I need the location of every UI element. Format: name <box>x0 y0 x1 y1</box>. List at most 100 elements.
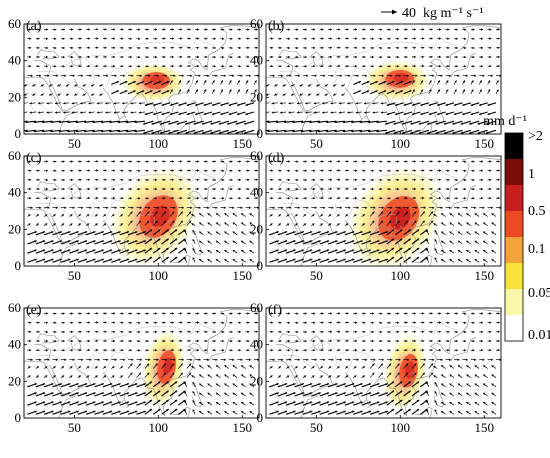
wind-vector-head <box>323 358 326 361</box>
wind-vector-head <box>101 258 104 261</box>
wind-vector-head <box>363 37 366 40</box>
wind-vector-head <box>118 258 121 261</box>
wind-vector-head <box>480 28 483 31</box>
wind-vector-head <box>247 46 250 50</box>
border-line <box>389 82 398 105</box>
wind-vector-head <box>388 160 391 163</box>
wind-vector-head <box>441 402 444 405</box>
wind-vector-head <box>343 249 346 252</box>
wind-vector-head <box>309 231 313 234</box>
wind-vector-head <box>78 366 81 369</box>
wind-vector-head <box>255 196 258 200</box>
wind-vector-head <box>301 249 304 252</box>
wind-vector-head <box>385 231 388 234</box>
wind-vector-head <box>482 358 485 361</box>
wind-vector-head <box>339 358 342 361</box>
wind-vector-head <box>337 375 340 378</box>
wind-vector-head <box>113 111 116 114</box>
wind-vector-head <box>471 80 474 83</box>
wind-vector-head <box>180 37 183 40</box>
wind-vector-head <box>423 74 426 77</box>
wind-vector-head <box>362 223 365 226</box>
wind-vector-head <box>246 80 249 83</box>
wind-vector-head <box>188 178 191 181</box>
wind-vector-head <box>155 55 158 59</box>
wind-vector-head <box>188 220 192 223</box>
border-line <box>269 100 292 125</box>
wind-vector-head <box>84 240 88 243</box>
wind-vector-head <box>207 222 210 225</box>
wind-vector-head <box>32 84 35 87</box>
wind-vector-head <box>474 358 477 361</box>
wind-vector-head <box>405 64 408 68</box>
wind-vector-head <box>141 81 145 84</box>
wind-vector-head <box>245 112 248 116</box>
wind-vector-head <box>286 375 290 378</box>
wind-vector-head <box>284 383 288 386</box>
border-line <box>91 36 216 56</box>
wind-vector-head <box>166 381 169 384</box>
wind-vector-head <box>430 312 433 315</box>
wind-vector-head <box>32 93 35 96</box>
lon-tick-label: 100 <box>391 136 411 151</box>
wind-vector-head <box>472 37 475 40</box>
wind-vector-head <box>470 103 474 106</box>
wind-vector-head <box>388 46 391 50</box>
border-line <box>91 168 216 188</box>
wind-vector-head <box>499 358 501 361</box>
wind-vector-head <box>287 160 290 163</box>
wind-vector-head <box>178 80 181 83</box>
wind-vector-head <box>413 348 416 352</box>
wind-vector-head <box>46 111 49 114</box>
wind-vector-head <box>29 339 32 343</box>
wind-vector-head <box>190 358 193 361</box>
border-line <box>346 67 357 91</box>
wind-vector-head <box>96 111 100 114</box>
wind-vector-head <box>87 169 90 172</box>
wind-vector-head <box>441 231 444 234</box>
wind-vector-head <box>199 383 202 386</box>
wind-vector-head <box>186 112 190 116</box>
wind-vector-head <box>281 206 284 209</box>
wind-vector-head <box>489 160 492 163</box>
wind-vector-head <box>430 372 434 375</box>
wind-vector-head <box>347 111 350 114</box>
wind-vector-head <box>170 103 173 106</box>
wind-vector-head <box>187 80 190 83</box>
wind-vector-head <box>116 81 119 84</box>
wind-vector-head <box>120 214 123 217</box>
wind-vector-head <box>45 349 48 352</box>
wind-vector-head <box>420 103 423 106</box>
wind-vector-head <box>29 321 32 324</box>
wind-vector-head <box>247 28 250 31</box>
wind-vector-head <box>37 321 40 324</box>
wind-vector-head <box>91 93 94 96</box>
wind-vector-head <box>149 381 152 384</box>
wind-vector-head <box>70 366 73 369</box>
wind-vector-head <box>161 112 164 116</box>
wind-vector-head <box>380 169 383 172</box>
wind-vector-head <box>213 160 216 163</box>
wind-vector-head <box>354 366 357 369</box>
wind-vector-head <box>284 240 288 243</box>
wind-vector-head <box>430 28 433 31</box>
wind-vector-head <box>34 231 37 234</box>
wind-vector-head <box>362 375 365 378</box>
wind-vector-head <box>96 312 99 315</box>
wind-vector-head <box>368 120 371 124</box>
wind-vector-head <box>395 103 398 106</box>
wind-vector-head <box>207 231 210 234</box>
wind-vector-head <box>420 89 423 92</box>
wind-vector-head <box>293 249 296 252</box>
wind-vector-head <box>79 187 82 191</box>
wind-vector-head <box>215 222 219 225</box>
wind-vector-head <box>391 238 394 241</box>
wind-vector-head <box>422 55 425 59</box>
colorbar-blocks <box>505 133 523 342</box>
wind-vector-head <box>408 229 411 232</box>
wind-vector-head <box>305 111 308 114</box>
wind-vector-head <box>168 131 171 134</box>
wind-vector-head <box>61 366 65 369</box>
wind-vector-head <box>34 401 37 404</box>
wind-vector-head <box>51 383 54 386</box>
